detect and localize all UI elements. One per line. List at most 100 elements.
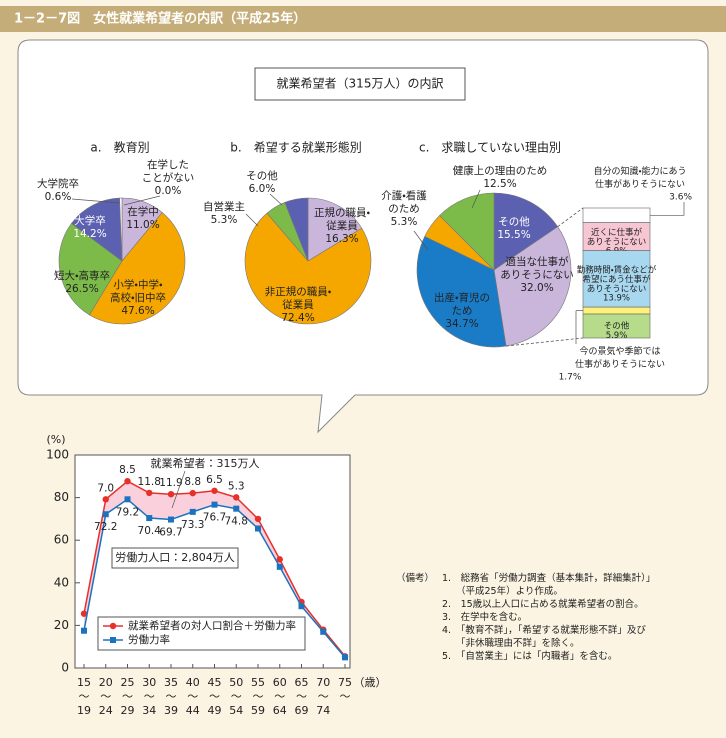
- x-tick-label: 40 ～ 44: [186, 676, 200, 717]
- note-item: 5. 「自営業主」には「内職者」を含む。: [442, 651, 618, 662]
- slice-label: 正規の職員・従業員: [314, 206, 370, 232]
- segment-label: 勤務時間・賃金などが希望にあう仕事がありそうにない: [577, 264, 657, 294]
- segment-label: その他: [604, 321, 630, 332]
- difference-label: 7.0: [97, 482, 114, 494]
- x-tick-label: 20 ～ 24: [99, 676, 113, 717]
- slice-value-label: 0.6%: [45, 191, 72, 203]
- slice-value-label: 16.3%: [325, 233, 358, 245]
- slice-label: 大学卒: [74, 214, 106, 227]
- x-axis-label: （歳）: [354, 676, 387, 689]
- value-label: 70.4: [138, 525, 162, 537]
- pie-title: b. 希望する就業形態別: [230, 140, 361, 155]
- leader-line: [71, 198, 121, 204]
- point: [167, 490, 175, 498]
- notes: （備考） 1. 総務省「労働力調査（基本集計，詳細集計）」 （平成25年）より作…: [396, 572, 716, 663]
- bar-segment: [582, 207, 651, 223]
- pie-slice: [58, 222, 123, 316]
- value-label: 79.2: [116, 506, 139, 518]
- point: [124, 496, 131, 503]
- slice-value-label: 5.3%: [391, 216, 418, 228]
- slice-label: 非正規の職員・従業員: [265, 285, 332, 311]
- point: [168, 516, 174, 523]
- segment-value-label: 5.9%: [606, 331, 628, 341]
- y-tick-label: 20: [54, 618, 69, 632]
- x-tick-label: 50 ～ 54: [229, 676, 243, 717]
- note-item: 1. 総務省「労働力調査（基本集計，詳細集計）」 （平成25年）より作成。: [442, 573, 656, 597]
- value-label: 72.2: [94, 521, 117, 533]
- x-tick-label: 30 ～ 34: [142, 676, 156, 717]
- segment-value-label: 1.7%: [559, 373, 582, 383]
- point: [320, 628, 327, 635]
- point: [342, 654, 348, 661]
- notes-label: （備考）: [396, 573, 435, 584]
- pie-slice: [307, 197, 363, 262]
- segment-value-label: 13.9%: [603, 293, 630, 303]
- annotation-box: [111, 547, 239, 569]
- x-tick-label: 45 ～ 49: [208, 676, 222, 717]
- pie-slice: [439, 192, 495, 271]
- value-label: 74.8: [225, 516, 248, 528]
- segment-label: 近くに仕事がありそうにない: [587, 226, 647, 247]
- slice-label: 適当な仕事がありそうにない: [500, 255, 574, 281]
- y-tick-label: 80: [54, 490, 69, 504]
- point: [276, 556, 283, 563]
- slice-label: その他: [246, 169, 278, 182]
- point: [189, 508, 196, 515]
- note-item: 3. 在学中を含む。: [442, 612, 528, 623]
- slice-label: 小学・中学・高校・旧中卒: [110, 278, 166, 304]
- leader-line: [123, 195, 161, 206]
- x-tick-label: 15 ～ 19: [77, 676, 91, 717]
- bar-segment: [582, 306, 651, 315]
- leader-line: [245, 213, 259, 227]
- slice-value-label: 14.2%: [73, 228, 106, 240]
- point: [233, 494, 240, 501]
- connector: [506, 337, 584, 347]
- slice-label: 出産・育児のため: [434, 291, 490, 317]
- difference-label: 8.8: [184, 476, 201, 488]
- y-tick-label: 0: [61, 661, 69, 675]
- difference-label: 8.5: [119, 464, 136, 476]
- difference-label: 5.3: [228, 480, 245, 492]
- annotation: 就業希望者：315万人: [151, 456, 260, 470]
- x-tick-label: 65 ～ 69: [295, 676, 309, 717]
- segment-value-label: 3.6%: [669, 193, 692, 203]
- pie-title: a. 教育別: [90, 140, 149, 155]
- difference-label: 6.5: [206, 474, 223, 486]
- difference-label: 11.8: [138, 476, 161, 488]
- leader-line: [471, 189, 481, 209]
- slice-value-label: 34.7%: [445, 318, 478, 330]
- legend-label: 労働力率: [128, 633, 170, 646]
- slice-label: 大学院卒: [37, 177, 79, 190]
- slice-label: 自営業主: [203, 200, 245, 213]
- difference-label: 11.9: [159, 477, 182, 489]
- slice-label: 健康上の理由のため: [453, 164, 548, 177]
- slice-value-label: 26.5%: [65, 283, 98, 295]
- slice-label: 短大・高専卒: [54, 269, 110, 282]
- point: [102, 496, 109, 503]
- note-item: 2. 15歳以上人口に占める就業希望者の割合。: [442, 599, 644, 610]
- header-bar: [0, 6, 726, 32]
- note-item: 4. 「教育不詳」，「希望する就業形態不詳」及び 「非休職理由不詳」を除く。: [442, 625, 646, 649]
- pie-slice: [493, 192, 559, 271]
- point: [81, 627, 87, 634]
- point: [233, 505, 240, 512]
- value-label: 73.3: [181, 519, 204, 531]
- slice-value-label: 12.5%: [483, 178, 516, 190]
- gap-band: [84, 481, 345, 658]
- x-tick-label: 55 ～ 59: [251, 676, 265, 717]
- leader-line: [269, 193, 283, 206]
- y-axis-label: (%): [46, 433, 65, 446]
- slice-value-label: 5.3%: [211, 214, 238, 226]
- point: [189, 489, 196, 497]
- pie-title: c. 求職していない理由別: [419, 141, 561, 155]
- leader-line: [171, 470, 186, 509]
- pie-slice: [284, 197, 309, 262]
- slice-value-label: 72.4%: [281, 312, 314, 324]
- point: [211, 501, 218, 508]
- y-tick-label: 40: [54, 575, 69, 589]
- slice-value-label: 47.6%: [121, 305, 154, 317]
- segment-label: 自分の知識・能力にあう仕事がありそうにない: [593, 165, 686, 190]
- x-tick-label: 75 ～: [338, 676, 352, 703]
- point: [146, 515, 153, 522]
